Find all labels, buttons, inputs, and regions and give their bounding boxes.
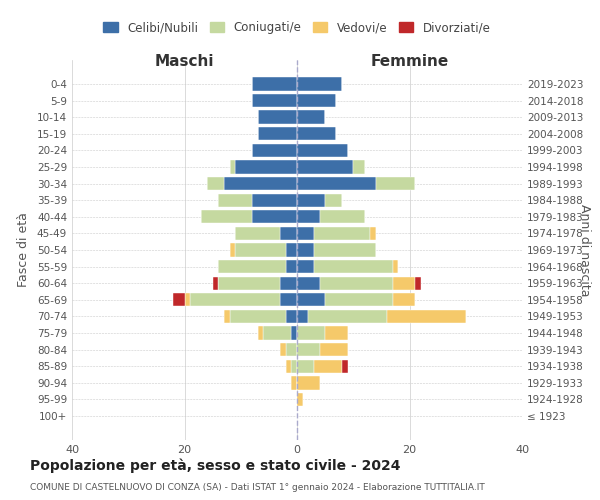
Bar [392, 260, 398, 274]
Bar [207, 177, 224, 190]
Bar [387, 310, 466, 323]
Bar [297, 393, 302, 406]
Bar [263, 326, 292, 340]
Bar [286, 310, 297, 323]
Text: Popolazione per età, sesso e stato civile - 2024: Popolazione per età, sesso e stato civil… [30, 458, 401, 473]
Bar [370, 226, 376, 240]
Bar [297, 78, 342, 90]
Bar [257, 110, 297, 124]
Bar [235, 160, 297, 173]
Bar [212, 276, 218, 290]
Bar [286, 360, 292, 373]
Bar [297, 127, 337, 140]
Bar [314, 244, 376, 256]
Bar [190, 293, 280, 306]
Bar [173, 293, 185, 306]
Bar [297, 94, 337, 107]
Bar [257, 326, 263, 340]
Bar [235, 244, 286, 256]
Bar [415, 276, 421, 290]
Bar [185, 293, 190, 306]
Bar [280, 226, 297, 240]
Bar [376, 177, 415, 190]
Bar [314, 226, 370, 240]
Bar [229, 244, 235, 256]
Bar [297, 177, 376, 190]
Bar [314, 360, 342, 373]
Bar [257, 127, 297, 140]
Bar [320, 343, 347, 356]
Bar [325, 194, 342, 207]
Y-axis label: Anni di nascita: Anni di nascita [578, 204, 590, 296]
Bar [320, 276, 392, 290]
Bar [252, 210, 297, 224]
Bar [297, 160, 353, 173]
Legend: Celibi/Nubili, Coniugati/e, Vedovi/e, Divorziati/e: Celibi/Nubili, Coniugati/e, Vedovi/e, Di… [98, 16, 496, 39]
Bar [297, 110, 325, 124]
Bar [297, 144, 347, 157]
Bar [286, 260, 297, 274]
Bar [325, 326, 347, 340]
Bar [229, 310, 286, 323]
Bar [297, 226, 314, 240]
Bar [235, 226, 280, 240]
Bar [392, 276, 415, 290]
Bar [224, 310, 229, 323]
Bar [297, 360, 314, 373]
Bar [218, 194, 252, 207]
Bar [392, 293, 415, 306]
Text: Femmine: Femmine [370, 54, 449, 69]
Bar [297, 210, 320, 224]
Bar [252, 194, 297, 207]
Y-axis label: Fasce di età: Fasce di età [17, 212, 30, 288]
Bar [218, 276, 280, 290]
Bar [292, 360, 297, 373]
Bar [292, 376, 297, 390]
Bar [297, 293, 325, 306]
Bar [314, 260, 392, 274]
Bar [320, 210, 365, 224]
Bar [297, 244, 314, 256]
Bar [297, 310, 308, 323]
Text: Maschi: Maschi [155, 54, 214, 69]
Bar [252, 144, 297, 157]
Bar [308, 310, 387, 323]
Bar [224, 177, 297, 190]
Bar [280, 343, 286, 356]
Bar [286, 244, 297, 256]
Bar [280, 276, 297, 290]
Bar [218, 260, 286, 274]
Bar [252, 78, 297, 90]
Bar [297, 376, 320, 390]
Bar [297, 194, 325, 207]
Bar [297, 326, 325, 340]
Bar [297, 343, 320, 356]
Bar [353, 160, 365, 173]
Text: COMUNE DI CASTELNUOVO DI CONZA (SA) - Dati ISTAT 1° gennaio 2024 - Elaborazione : COMUNE DI CASTELNUOVO DI CONZA (SA) - Da… [30, 483, 485, 492]
Bar [252, 94, 297, 107]
Bar [297, 276, 320, 290]
Bar [202, 210, 252, 224]
Bar [286, 343, 297, 356]
Bar [297, 260, 314, 274]
Bar [325, 293, 392, 306]
Bar [229, 160, 235, 173]
Bar [342, 360, 347, 373]
Bar [280, 293, 297, 306]
Bar [292, 326, 297, 340]
